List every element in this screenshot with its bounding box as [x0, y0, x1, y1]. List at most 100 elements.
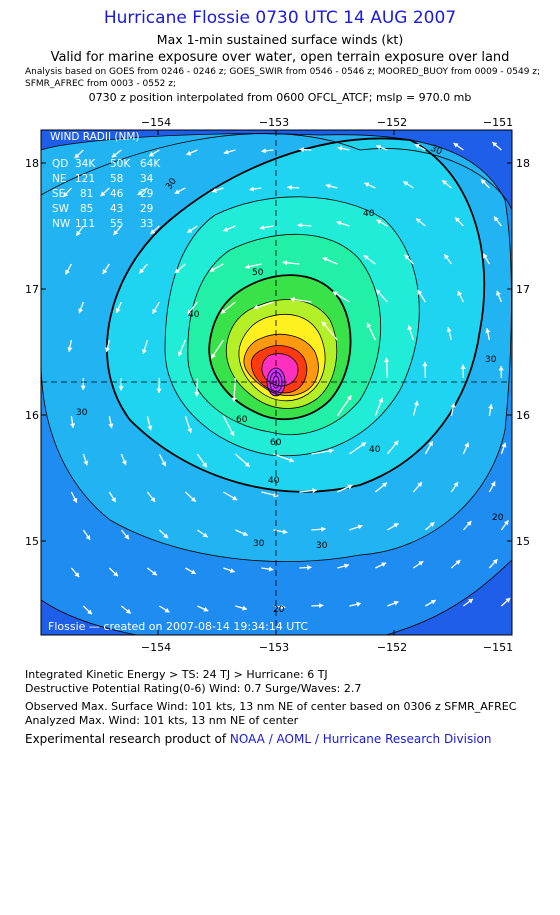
wind-vector-head: [174, 268, 180, 274]
lon-tick-label: −151: [483, 641, 513, 654]
analysis-sources-line1: Analysis based on GOES from 0246 - 0246 …: [25, 67, 541, 77]
wind-vector-head: [384, 357, 390, 363]
subtitle: Max 1-min sustained surface winds (kt): [156, 32, 404, 47]
wind-radii-header-50k: 50K: [110, 158, 131, 170]
wind-vector-head: [65, 269, 70, 275]
wind-vector-head: [190, 496, 196, 502]
wind-radii-row-r34: 81: [80, 188, 93, 200]
wind-vector-head: [152, 308, 158, 314]
wind-vector-head: [287, 184, 292, 191]
wind-vector-head: [297, 222, 303, 228]
wind-radii-row-r34: 111: [75, 218, 95, 230]
wind-vector-head: [223, 149, 229, 155]
wind-vector-head: [202, 462, 207, 468]
wind-vector-head: [378, 397, 384, 403]
lon-tick-label: −154: [141, 641, 171, 654]
wind-vector-head: [161, 461, 167, 467]
wind-vector-head: [163, 533, 169, 539]
wind-vector-head: [488, 404, 494, 409]
wind-vector-head: [336, 220, 342, 226]
wind-vector-head: [337, 145, 343, 151]
wind-vector-head: [231, 397, 237, 403]
wind-vector-head: [72, 497, 78, 503]
wind-map: 30 30 30 30 30 30 40 40 40 40 50 60 60 2…: [25, 116, 530, 654]
analysis-sources-line2: SFMR_AFREC from 0003 - 0552 z;: [25, 79, 177, 89]
wind-vector-head: [393, 600, 399, 606]
product-credit-prefix: Experimental research product of: [25, 732, 230, 746]
wind-radii-header-34k: 34K: [75, 158, 96, 170]
wind-vector-head: [80, 385, 86, 390]
lat-tick-label: 18: [516, 157, 530, 170]
lat-tick-label: 17: [516, 283, 530, 296]
wind-vector-head: [113, 571, 119, 577]
wind-vector-head: [174, 189, 180, 194]
wind-vector-head: [261, 148, 266, 154]
wind-radii-row-q: SE: [52, 188, 65, 200]
wind-vector-head: [85, 534, 91, 540]
wind-vector-head: [356, 601, 362, 607]
wind-radii-row-q: NE: [52, 173, 67, 185]
wind-vector-head: [187, 309, 193, 315]
wind-vector-head: [417, 289, 423, 295]
contour-label: 20: [492, 513, 504, 523]
wind-vector-head: [87, 609, 93, 615]
wind-vector-head: [321, 321, 327, 327]
wind-vector-head: [220, 308, 226, 314]
wind-vector-head: [282, 260, 288, 266]
latitude-labels-right: 18 17 16 15: [516, 157, 530, 548]
wind-vector-head: [361, 442, 367, 447]
wind-vector-head: [363, 255, 369, 260]
wind-vector-head: [460, 364, 466, 369]
wind-radii-row-r64: 34: [140, 173, 154, 185]
wind-vector-head: [346, 395, 352, 401]
wind-vector-head: [209, 267, 215, 272]
wind-vector-head: [376, 144, 382, 150]
wind-vector-head: [150, 229, 156, 235]
wind-vector-head: [111, 497, 116, 503]
validity-note: Valid for marine exposure over water, op…: [50, 50, 510, 65]
wind-vector-head: [108, 423, 114, 429]
wind-vector-head: [229, 568, 235, 573]
lat-tick-label: 15: [25, 535, 39, 548]
wind-vector-head: [242, 531, 248, 537]
analyzed-max-wind: Analyzed Max. Wind: 101 kts, 13 nm NE of…: [25, 714, 299, 727]
contour-label: 30: [429, 144, 444, 158]
wind-vector-head: [74, 153, 80, 159]
wind-vector-head: [417, 482, 423, 487]
wind-vector-head: [211, 353, 216, 359]
wind-vector-head: [147, 425, 153, 431]
wind-vector-head: [404, 254, 410, 260]
wind-contours: [41, 133, 512, 635]
contour-label: 40: [268, 476, 280, 486]
wind-vector-head: [407, 325, 413, 331]
wind-vector-head: [268, 566, 274, 572]
wind-vector-head: [485, 328, 491, 333]
wind-radii-header-64k: 64K: [140, 158, 161, 170]
wind-vector-head: [321, 526, 326, 532]
contour-label: 30: [253, 539, 265, 549]
credit-line: Flossie — created on 2007-08-14 19:34:14…: [48, 620, 308, 633]
wind-vector-head: [366, 322, 372, 328]
lon-tick-label: −152: [377, 641, 407, 654]
wind-vector-head: [364, 182, 370, 188]
wind-vector-head: [307, 564, 312, 571]
wind-vector-head: [498, 366, 504, 371]
wind-radii-row-r50: 55: [110, 218, 123, 230]
contour-label: 20: [273, 605, 285, 615]
wind-vector-head: [76, 230, 81, 236]
wind-vector-head: [328, 448, 334, 454]
wind-vector-head: [187, 428, 193, 433]
wind-vector-head: [223, 226, 229, 232]
wind-vector-head: [74, 572, 80, 578]
wind-vector-head: [244, 461, 250, 467]
hrd-link[interactable]: NOAA / AOML / Hurricane Research Divisio…: [229, 732, 492, 746]
wind-vector-head: [446, 327, 452, 333]
wind-vector-head: [111, 152, 117, 158]
lon-tick-label: −151: [483, 116, 513, 129]
wind-vector-head: [187, 228, 193, 233]
longitude-labels-bottom: −154 −153 −152 −151: [141, 641, 513, 654]
wind-vector-head: [137, 190, 143, 196]
wind-vector-head: [466, 521, 472, 526]
wind-vector-head: [253, 304, 259, 310]
wind-vector-head: [141, 349, 147, 354]
